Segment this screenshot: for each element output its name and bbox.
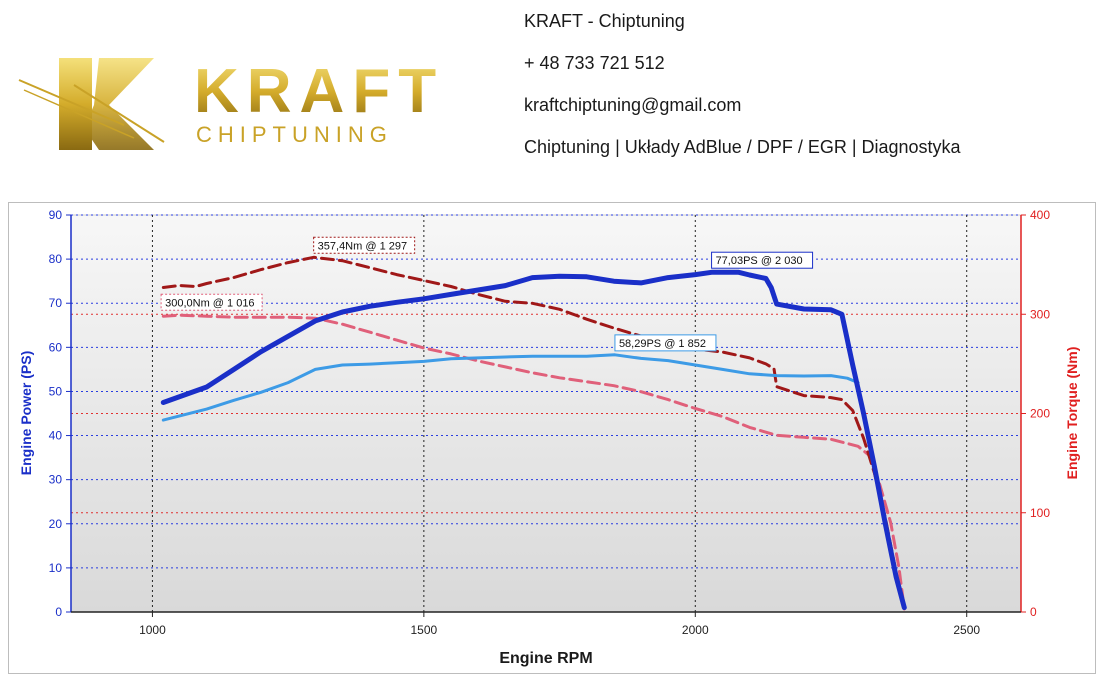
tick-label-rpm: 2500 — [953, 623, 980, 637]
tick-label-torque: 0 — [1030, 605, 1037, 619]
annotation-box — [160, 293, 263, 311]
tick-label-rpm: 1500 — [411, 623, 438, 637]
contact-info: KRAFT - Chiptuning + 48 733 721 512 kraf… — [524, 8, 961, 176]
email-address[interactable]: kraftchiptuning@gmail.com — [524, 95, 742, 115]
x-axis-title: Engine RPM — [499, 650, 592, 667]
tick-label-power: 50 — [49, 384, 63, 398]
tick-label-power: 60 — [49, 340, 63, 354]
right-axis-title: Engine Torque (Nm) — [1064, 347, 1080, 480]
services-text: Chiptuning | Układy AdBlue / DPF / EGR |… — [524, 137, 961, 157]
company-name: KRAFT - Chiptuning — [524, 11, 685, 31]
tick-label-torque: 400 — [1030, 208, 1050, 222]
tick-label-power: 70 — [49, 296, 63, 310]
tick-label-power: 0 — [55, 605, 62, 619]
brand-main-text: KRAFT — [194, 57, 444, 126]
phone-number[interactable]: + 48 733 721 512 — [524, 53, 665, 73]
annotation-label: 300,0Nm @ 1 016 — [165, 297, 254, 309]
tick-label-power: 90 — [49, 208, 63, 222]
tick-label-rpm: 2000 — [682, 623, 709, 637]
kraft-logo: KRAFT CHIPTUNING — [18, 57, 444, 150]
tick-label-rpm: 1000 — [139, 623, 166, 637]
brand-sub-text: CHIPTUNING — [196, 122, 393, 147]
annotation-box — [614, 334, 717, 352]
annotation-box — [711, 251, 814, 269]
series-line-torque-stock — [161, 313, 906, 611]
dyno-chart: 0 10 20 30 40 50 60 70 80 90 0 100 200 300 400 1000 1500… — [18, 208, 1080, 667]
annotation-label: 58,29PS @ 1 852 — [619, 338, 706, 350]
annotation-label: 357,4Nm @ 1 297 — [318, 240, 407, 252]
tick-label-power: 10 — [49, 561, 63, 575]
annotation-label: 77,03PS @ 2 030 — [716, 255, 803, 267]
tick-label-torque: 100 — [1030, 506, 1050, 520]
series-line-power-tuned — [160, 269, 907, 611]
tick-label-torque: 300 — [1030, 307, 1050, 321]
series-line-torque-tuned — [161, 255, 906, 611]
page-header: KRAFT CHIPTUNING KRAFT - Chiptuning + 48… — [0, 0, 1099, 190]
tick-label-torque: 200 — [1030, 407, 1050, 421]
tick-label-power: 40 — [49, 429, 63, 443]
tick-label-power: 80 — [49, 252, 63, 266]
left-axis-title: Engine Power (PS) — [18, 351, 34, 475]
series-line-power-stock — [161, 353, 860, 422]
logo-emblem-icon — [18, 58, 165, 150]
tick-label-power: 30 — [49, 473, 63, 487]
annotation-box — [313, 236, 416, 254]
tick-label-power: 20 — [49, 517, 63, 531]
dyno-chart-panel: 0 10 20 30 40 50 60 70 80 90 0 100 200 300 400 1000 1500… — [8, 202, 1096, 674]
